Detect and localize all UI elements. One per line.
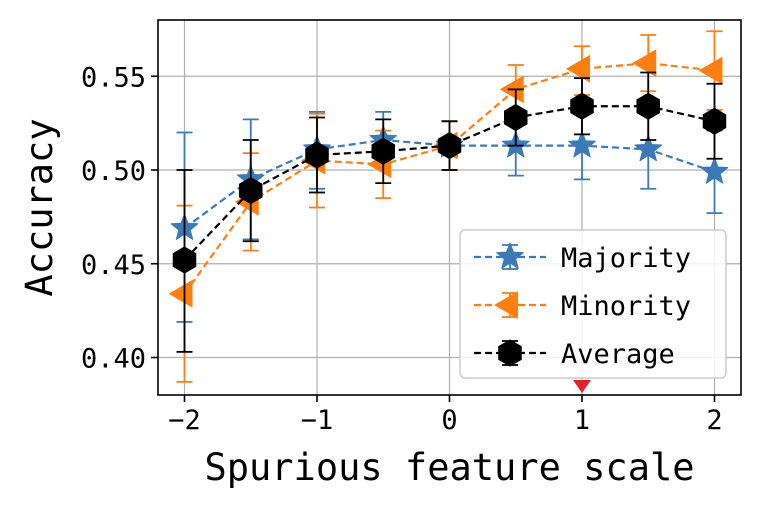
legend-label: Average (561, 339, 675, 370)
x-tick-label: 0 (441, 405, 457, 436)
legend-average-icon (498, 339, 522, 367)
x-tick-label: −2 (168, 405, 201, 436)
series-average (172, 71, 727, 353)
average-point (172, 246, 197, 274)
y-tick-label: 0.40 (81, 344, 146, 375)
y-tick-label: 0.50 (81, 156, 146, 187)
average-point (371, 137, 396, 165)
legend-label: Minority (561, 291, 691, 322)
legend-minority-icon (493, 291, 518, 319)
majority-point (700, 157, 729, 184)
average-point (437, 132, 462, 160)
annotation-layer (573, 380, 591, 393)
x-axis-label: Spurious feature scale (204, 446, 694, 489)
legend: Majority Minority Average (459, 229, 727, 379)
minority-point (168, 279, 193, 308)
y-axis: 0.40 0.45 0.50 0.55 (81, 62, 158, 375)
minority-point (698, 56, 723, 85)
y-axis-label: Accuracy (18, 118, 61, 296)
legend-box (459, 229, 727, 379)
average-point (570, 92, 594, 120)
average-point (702, 107, 727, 135)
majority-point (568, 131, 596, 158)
y-tick-label: 0.45 (81, 250, 146, 281)
x-tick-label: −1 (301, 405, 334, 436)
legend-item-minority: Minority (474, 291, 691, 322)
x-axis: −2 −1 0 1 2 (168, 395, 723, 436)
x-tick-label: 1 (574, 405, 590, 436)
x-tick-label: 2 (706, 405, 722, 436)
legend-majority-icon (496, 242, 524, 269)
legend-item-average: Average (474, 339, 675, 370)
average-point (503, 103, 528, 132)
legend-label: Majority (561, 243, 691, 274)
majority-point (634, 134, 663, 162)
series-layer (168, 30, 729, 383)
average-point (636, 92, 661, 120)
average-point (238, 177, 263, 205)
minority-point (565, 54, 590, 83)
y-tick-label: 0.55 (81, 62, 146, 93)
legend-item-majority: Majority (474, 242, 691, 274)
minority-point (632, 49, 657, 77)
highlight-marker-icon (573, 380, 591, 393)
average-point (305, 141, 329, 169)
